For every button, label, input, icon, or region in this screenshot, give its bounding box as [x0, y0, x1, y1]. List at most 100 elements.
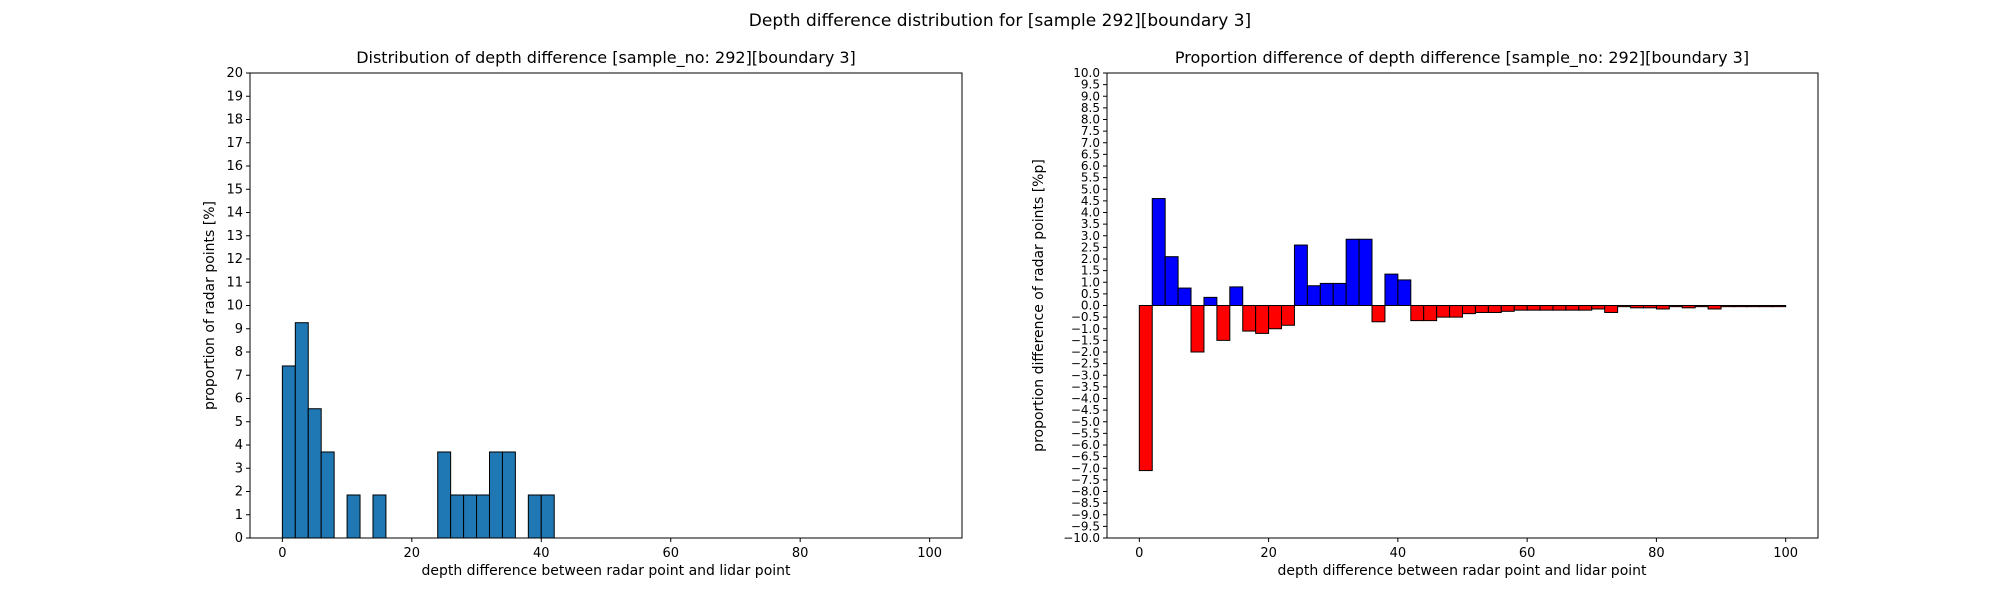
y-tick-label: 3.0: [1081, 229, 1100, 243]
y-tick-label: 16: [226, 159, 243, 174]
y-tick-label: −5.0: [1071, 415, 1100, 429]
histogram-bar: [1242, 305, 1257, 332]
right-x-axis-label: depth difference between radar point and…: [1277, 563, 1647, 579]
x-tick-label: 0: [1135, 546, 1143, 561]
histogram-bar: [1397, 279, 1412, 306]
y-tick-label: 8.5: [1081, 101, 1100, 115]
histogram-bar: [1332, 282, 1347, 307]
histogram-bar: [1578, 305, 1593, 311]
left-x-axis: 0 20 40 60 80 100: [278, 538, 942, 561]
histogram-bar: [1190, 305, 1205, 353]
histogram-bar: [1255, 305, 1270, 334]
x-tick-label: 100: [1773, 546, 1798, 561]
y-tick-label: 1.5: [1081, 264, 1100, 278]
y-tick-label: −2.5: [1071, 357, 1100, 371]
figure-title: Depth difference distribution for [sampl…: [749, 11, 1251, 31]
x-tick-label: 40: [533, 546, 550, 561]
histogram-bar: [1759, 305, 1774, 308]
histogram-bar: [1681, 305, 1696, 309]
y-tick-label: 5: [235, 415, 243, 430]
histogram-bar: [1500, 305, 1515, 312]
left-y-axis-label: proportion of radar points [%]: [202, 201, 218, 410]
histogram-bar: [1423, 305, 1438, 322]
y-tick-label: 6.5: [1081, 147, 1100, 161]
y-tick-label: 5.5: [1081, 171, 1100, 185]
y-tick-label: −7.0: [1071, 461, 1100, 475]
y-tick-label: 20: [226, 66, 243, 81]
y-tick-label: 3: [235, 461, 243, 476]
histogram-bar: [1449, 305, 1464, 318]
histogram-bar: [1358, 238, 1373, 306]
right-bars: [1138, 198, 1787, 472]
left-plot-frame: [249, 72, 963, 539]
histogram-bar: [1229, 286, 1244, 306]
y-tick-label: 10: [226, 299, 243, 314]
y-tick-label: −1.0: [1071, 322, 1100, 336]
x-tick-label: 60: [1519, 546, 1536, 561]
y-tick-label: 12: [226, 252, 243, 267]
y-tick-label: −1.5: [1071, 333, 1100, 347]
y-tick-label: 17: [226, 136, 243, 151]
y-tick-label: 9: [235, 322, 243, 337]
y-tick-label: −3.0: [1071, 368, 1100, 382]
histogram-bar: [1746, 305, 1761, 308]
histogram-bar: [1216, 305, 1231, 341]
histogram-bar: [1151, 198, 1166, 306]
histogram-bar: [1513, 305, 1528, 311]
histogram-bar: [1436, 305, 1451, 318]
x-tick-label: 80: [1648, 546, 1665, 561]
histogram-bar: [1138, 305, 1153, 472]
histogram-bar: [1345, 238, 1360, 306]
x-tick-label: 60: [662, 546, 679, 561]
y-tick-label: −4.5: [1071, 403, 1100, 417]
y-tick-label: 9.0: [1081, 89, 1100, 103]
histogram-bar: [1707, 305, 1722, 310]
y-tick-label: −8.0: [1071, 485, 1100, 499]
y-tick-label: −10.0: [1063, 531, 1100, 545]
histogram-bar: [488, 451, 503, 539]
histogram-bar: [1306, 285, 1321, 306]
histogram-bar: [1371, 305, 1386, 323]
histogram-bar: [1281, 305, 1295, 326]
y-tick-label: 7.0: [1081, 136, 1100, 150]
y-tick-label: 15: [226, 182, 243, 197]
y-tick-label: 14: [226, 206, 243, 221]
histogram-bar: [1630, 305, 1644, 309]
histogram-bar: [1642, 305, 1657, 309]
y-tick-label: 19: [226, 89, 243, 104]
histogram-bar: [1203, 296, 1218, 306]
histogram-bar: [1539, 305, 1554, 311]
histogram-bar: [1268, 305, 1283, 330]
histogram-bar: [1720, 305, 1735, 308]
x-tick-label: 100: [917, 546, 942, 561]
y-tick-label: −7.5: [1071, 473, 1100, 487]
histogram-bar: [1591, 305, 1606, 310]
histogram-bar: [1384, 273, 1399, 306]
y-tick-label: 1.0: [1081, 275, 1100, 289]
histogram-bar: [1410, 305, 1425, 322]
histogram-bar: [346, 494, 361, 539]
histogram-bar: [1487, 305, 1502, 313]
y-tick-label: 4: [235, 438, 243, 453]
histogram-bar: [1617, 305, 1632, 308]
histogram-bar: [540, 494, 555, 539]
y-tick-label: 7: [235, 368, 243, 383]
y-tick-label: 13: [226, 229, 243, 244]
y-tick-label: 2.0: [1081, 252, 1100, 266]
left-chart: Distribution of depth difference [sample…: [202, 48, 963, 579]
histogram-bar: [1474, 305, 1489, 313]
histogram-bar: [1565, 305, 1580, 311]
y-tick-label: 0.0: [1081, 299, 1100, 313]
y-tick-label: −9.5: [1071, 519, 1100, 533]
y-tick-label: 4.0: [1081, 206, 1100, 220]
histogram-bar: [294, 322, 309, 539]
y-tick-label: 11: [226, 275, 243, 290]
histogram-bar: [1462, 305, 1476, 315]
y-tick-label: 5.0: [1081, 182, 1100, 196]
right-x-axis: 0 20 40 60 80 100: [1135, 538, 1798, 561]
histogram-bar: [1164, 256, 1179, 306]
y-tick-label: 2.5: [1081, 240, 1100, 254]
histogram-bar: [1526, 305, 1541, 311]
y-tick-label: 1: [235, 508, 243, 523]
